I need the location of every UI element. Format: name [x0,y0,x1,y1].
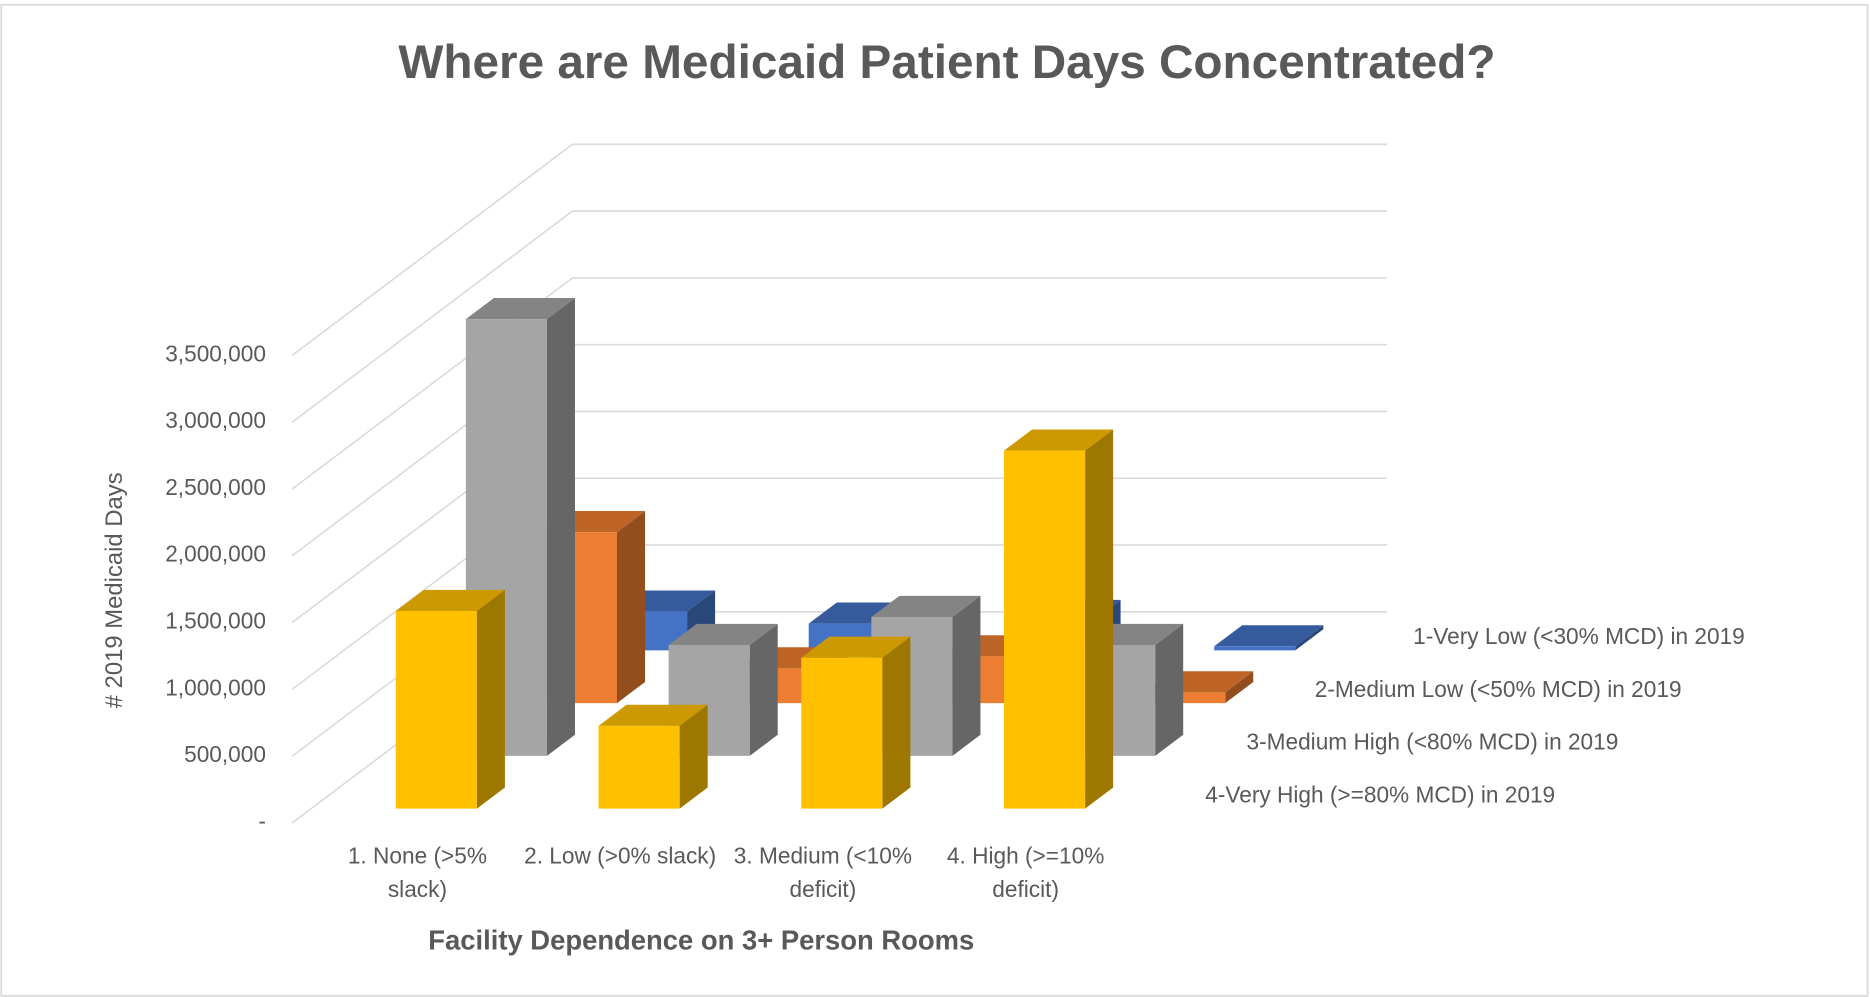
bar-front [395,610,477,809]
grid-line [291,143,1387,357]
y-tick-label: 2,500,000 [165,474,266,500]
bar-top [871,595,981,617]
chart-title: Where are Medicaid Patient Days Concentr… [398,36,1495,89]
y-tick-label: 1,500,000 [165,608,266,634]
bar-side [1085,429,1114,809]
legend-label: 2-Medium Low (<50% MCD) in 2019 [1315,676,1682,702]
bar-top [395,589,505,611]
x-tick-label-box: 3. Medium (<10% deficit) [733,844,913,903]
bar [1214,625,1324,651]
bar [395,589,505,809]
y-tick-label: 2,000,000 [165,541,266,567]
bar-front [801,657,883,809]
bar [598,704,708,809]
bar-side [679,704,708,809]
legend-label: 1-Very Low (<30% MCD) in 2019 [1413,623,1745,649]
bar-top [801,636,911,658]
bar-top [668,623,778,645]
x-tick-label: 1. None (>5% slack) [347,844,488,903]
bars [395,297,1324,809]
bar-side [952,595,981,756]
legend-label: 3-Medium High (<80% MCD) in 2019 [1247,729,1619,755]
bar-side [476,589,505,809]
y-tick-label: 3,000,000 [165,407,266,433]
bar-side [882,636,911,809]
y-axis-title: # 2019 Medicaid Days [101,472,128,708]
x-tick-label-box: 1. None (>5% slack) [347,844,488,903]
x-tick-label: 4. High (>=10% deficit) [946,844,1105,903]
x-tick-label-box: 4. High (>=10% deficit) [946,844,1105,903]
x-axis-title: Facility Dependence on 3+ Person Rooms [428,924,974,955]
bar-side [546,297,575,756]
y-tick-label: 500,000 [184,741,266,767]
bar [1004,429,1114,809]
bar-side [749,623,778,756]
x-tick-label: 2. Low (>0% slack) [524,844,717,870]
bar-top [1004,429,1114,451]
grid-line [291,210,1387,423]
bar-top [598,704,708,726]
x-tick-label-box: 2. Low (>0% slack) [524,844,717,870]
bar-front [1004,450,1086,809]
bar-top [465,297,575,320]
bar-side [617,511,646,704]
x-tick-label: 3. Medium (<10% deficit) [733,844,913,903]
legend-label: 4-Very High (>=80% MCD) in 2019 [1205,781,1555,807]
bar-side [1225,671,1254,704]
bar-side [1155,623,1184,756]
chart-frame [0,3,1869,997]
bar-front [1214,646,1296,651]
bar-front [598,725,680,809]
y-tick-label: - [258,808,266,834]
bar-side [1295,625,1324,651]
grid-line [291,277,1387,490]
bar-top [1214,625,1324,647]
y-tick-label: 3,500,000 [165,340,266,366]
y-tick-label: 1,000,000 [165,674,266,700]
bar [801,636,911,809]
